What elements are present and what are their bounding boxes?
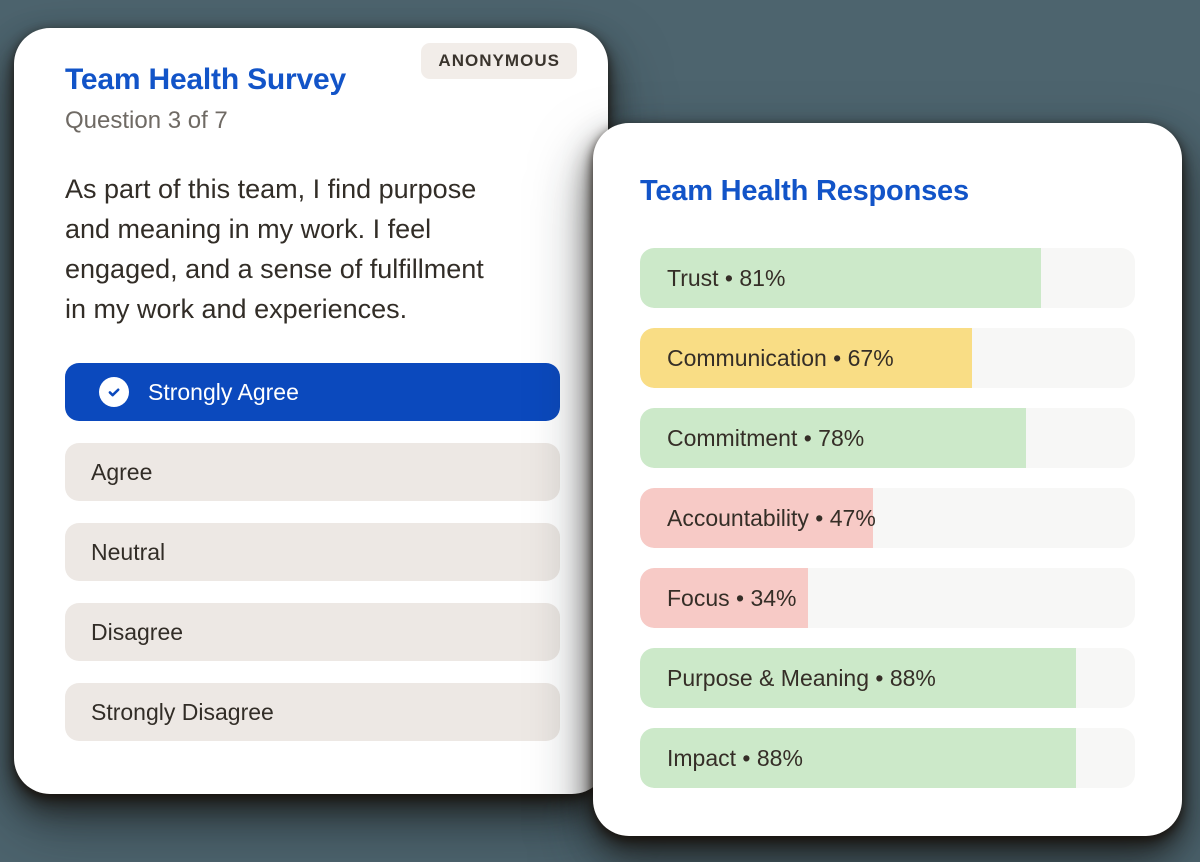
bar-label: Communication • 67% [667,345,894,371]
bar-label: Trust • 81% [667,265,786,291]
option-agree[interactable]: Agree [65,443,560,501]
check-icon [99,377,129,407]
bar-fill [640,248,1041,308]
bar-label: Accountability • 47% [667,505,876,531]
bar-impact: Impact • 88% [640,728,1135,788]
bar-accountability: Accountability • 47% [640,488,1135,548]
responses-card: Team Health Responses Trust • 81% Commun… [593,123,1182,836]
bar-commitment: Commitment • 78% [640,408,1135,468]
option-strongly-agree[interactable]: Strongly Agree [65,363,560,421]
bar-fill [640,328,972,388]
option-label: Disagree [91,618,184,645]
option-neutral[interactable]: Neutral [65,523,560,581]
survey-title: Team Health Survey [65,63,346,96]
bar-label: Purpose & Meaning • 88% [667,665,936,691]
question-line: and meaning in my work. I feel [65,214,432,244]
bar-purpose-meaning: Purpose & Meaning • 88% [640,648,1135,708]
question-text: As part of this team, I find purpose and… [65,169,577,329]
option-label: Agree [91,458,153,485]
question-line: engaged, and a sense of fulfillment [65,254,484,284]
bar-fill [640,488,873,548]
anonymous-badge: ANONYMOUS [421,43,577,79]
bar-fill [640,728,1076,788]
option-label: Strongly Agree [148,378,299,405]
bar-focus: Focus • 34% [640,568,1135,628]
bar-fill [640,648,1076,708]
bar-fill [640,568,809,628]
question-line: in my work and experiences. [65,294,408,324]
responses-title: Team Health Responses [640,175,969,207]
option-disagree[interactable]: Disagree [65,603,560,661]
bar-trust: Trust • 81% [640,248,1135,308]
bar-label: Focus • 34% [667,585,797,611]
bar-fill [640,408,1027,468]
option-strongly-disagree[interactable]: Strongly Disagree [65,683,560,741]
option-label: Strongly Disagree [91,698,274,725]
bar-communication: Communication • 67% [640,328,1135,388]
option-label: Neutral [91,538,166,565]
bar-label: Impact • 88% [667,745,803,771]
survey-card: ANONYMOUS Team Health Survey Question 3 … [14,28,608,794]
question-line: As part of this team, I find purpose [65,174,477,204]
responses-bar-chart: Trust • 81% Communication • 67% Commitme… [640,248,1136,788]
options-list: Strongly Agree Agree Neutral Disagree St… [65,363,577,741]
bar-label: Commitment • 78% [667,425,865,451]
question-progress: Question 3 of 7 [65,107,228,134]
